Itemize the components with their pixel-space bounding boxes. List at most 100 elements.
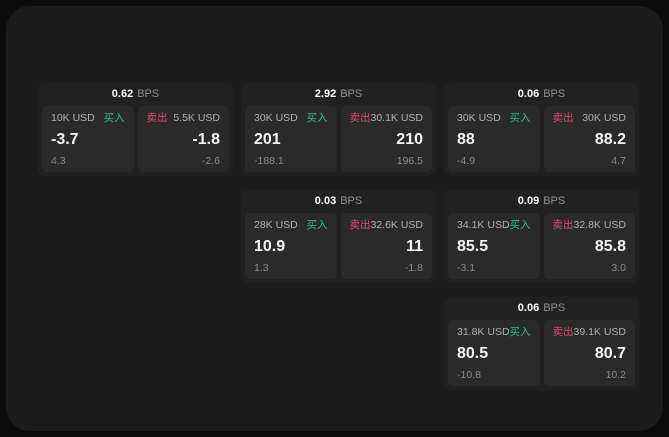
- sell-panel[interactable]: 卖出 32.8K USD 85.8 3.0: [543, 213, 635, 279]
- sell-amount: 32.8K USD: [573, 219, 627, 231]
- card-body: 28K USD 买入 10.9 1.3 卖出 32.6K USD 11 -1.8: [241, 213, 436, 283]
- card-header: 0.62 BPS: [38, 83, 233, 106]
- buy-amount: 34.1K USD: [457, 219, 510, 231]
- bps-unit-label: BPS: [543, 88, 566, 100]
- sell-panel-top: 卖出 39.1K USD: [553, 327, 627, 338]
- bps-unit-label: BPS: [543, 195, 566, 207]
- sell-price: 88.2: [594, 130, 626, 148]
- buy-price: 201: [254, 130, 281, 148]
- card-body: 30K USD 买入 88 -4.9 卖出 30K USD 88.2 4.7: [444, 106, 639, 176]
- card-body: 10K USD 买入 -3.7 4.3 卖出 5.5K USD -1.8 -2.…: [38, 106, 233, 176]
- buy-panel[interactable]: 34.1K USD 买入 85.5 -3.1: [448, 213, 540, 279]
- buy-panel-top: 28K USD 买入: [254, 220, 328, 231]
- sell-panel[interactable]: 卖出 30K USD 88.2 4.7: [543, 106, 635, 172]
- sell-panel-top: 卖出 5.5K USD: [147, 113, 221, 124]
- buy-side-label: 买入: [306, 112, 328, 124]
- sell-side-label: 卖出: [146, 112, 168, 124]
- buy-price: 88: [457, 130, 475, 148]
- sell-amount: 39.1K USD: [573, 326, 627, 338]
- buy-delta: -188.1: [254, 154, 284, 167]
- bps-unit-label: BPS: [543, 302, 566, 314]
- sell-price: 80.7: [594, 344, 626, 362]
- buy-side-label: 买入: [306, 219, 328, 231]
- buy-delta: 4.3: [51, 154, 66, 167]
- quote-card: 0.09 BPS 34.1K USD 买入 85.5 -3.1 卖出 32.8K…: [444, 190, 639, 283]
- buy-side-label: 买入: [103, 112, 125, 124]
- card-body: 34.1K USD 买入 85.5 -3.1 卖出 32.8K USD 85.8…: [444, 213, 639, 283]
- sell-side-label: 卖出: [552, 219, 574, 231]
- sell-delta: 10.2: [605, 368, 626, 381]
- buy-price: 80.5: [457, 344, 489, 362]
- buy-panel[interactable]: 30K USD 买入 88 -4.9: [448, 106, 540, 172]
- sell-panel[interactable]: 卖出 32.6K USD 11 -1.8: [340, 213, 432, 279]
- buy-delta: -4.9: [457, 154, 476, 167]
- bps-unit-label: BPS: [137, 88, 160, 100]
- sell-delta: -2.6: [201, 154, 220, 167]
- card-header: 0.09 BPS: [444, 190, 639, 213]
- buy-panel[interactable]: 31.8K USD 买入 80.5 -10.8: [448, 320, 540, 386]
- sell-delta: -1.8: [404, 261, 423, 274]
- buy-price: -3.7: [51, 130, 79, 148]
- quote-card: 0.62 BPS 10K USD 买入 -3.7 4.3 卖出 5.5K USD: [38, 83, 233, 176]
- buy-side-label: 买入: [509, 112, 531, 124]
- bps-value: 0.06: [517, 302, 540, 314]
- card-header: 0.06 BPS: [444, 297, 639, 320]
- buy-amount: 30K USD: [254, 112, 298, 124]
- buy-panel-top: 34.1K USD 买入: [457, 220, 531, 231]
- sell-panel-top: 卖出 32.8K USD: [553, 220, 627, 231]
- buy-amount: 28K USD: [254, 219, 298, 231]
- quote-card: 0.06 BPS 31.8K USD 买入 80.5 -10.8 卖出 39.1…: [444, 297, 639, 390]
- sell-delta: 3.0: [611, 261, 626, 274]
- sell-amount: 32.6K USD: [370, 219, 424, 231]
- buy-price: 85.5: [457, 237, 489, 255]
- card-header: 0.03 BPS: [241, 190, 436, 213]
- sell-panel-top: 卖出 32.6K USD: [350, 220, 424, 231]
- sell-panel[interactable]: 卖出 39.1K USD 80.7 10.2: [543, 320, 635, 386]
- buy-panel[interactable]: 10K USD 买入 -3.7 4.3: [42, 106, 134, 172]
- buy-panel-top: 31.8K USD 买入: [457, 327, 531, 338]
- bps-unit-label: BPS: [340, 88, 363, 100]
- bps-value: 2.92: [314, 88, 337, 100]
- sell-side-label: 卖出: [349, 219, 371, 231]
- buy-panel[interactable]: 30K USD 买入 201 -188.1: [245, 106, 337, 172]
- quote-card: 0.06 BPS 30K USD 买入 88 -4.9 卖出 30K USD: [444, 83, 639, 176]
- buy-price: 10.9: [254, 237, 286, 255]
- sell-amount: 30.1K USD: [370, 112, 424, 124]
- sell-panel-top: 卖出 30.1K USD: [350, 113, 424, 124]
- buy-panel-top: 10K USD 买入: [51, 113, 125, 124]
- quote-card: 2.92 BPS 30K USD 买入 201 -188.1 卖出 30.1K …: [241, 83, 436, 176]
- card-body: 31.8K USD 买入 80.5 -10.8 卖出 39.1K USD 80.…: [444, 320, 639, 390]
- buy-amount: 10K USD: [51, 112, 95, 124]
- buy-delta: -10.8: [457, 368, 481, 381]
- quote-card: 0.03 BPS 28K USD 买入 10.9 1.3 卖出 32.6K US…: [241, 190, 436, 283]
- sell-panel[interactable]: 卖出 30.1K USD 210 196.5: [340, 106, 432, 172]
- card-body: 30K USD 买入 201 -188.1 卖出 30.1K USD 210 1…: [241, 106, 436, 176]
- buy-panel-top: 30K USD 买入: [457, 113, 531, 124]
- sell-amount: 30K USD: [582, 112, 626, 124]
- buy-amount: 31.8K USD: [457, 326, 510, 338]
- sell-side-label: 卖出: [349, 112, 371, 124]
- sell-amount: 5.5K USD: [173, 112, 220, 124]
- card-header: 0.06 BPS: [444, 83, 639, 106]
- sell-panel-top: 卖出 30K USD: [553, 113, 627, 124]
- buy-delta: 1.3: [254, 261, 269, 274]
- bps-unit-label: BPS: [340, 195, 363, 207]
- buy-side-label: 买入: [509, 219, 531, 231]
- sell-panel[interactable]: 卖出 5.5K USD -1.8 -2.6: [137, 106, 229, 172]
- sell-side-label: 卖出: [552, 112, 574, 124]
- buy-side-label: 买入: [509, 326, 531, 338]
- sell-price: 85.8: [594, 237, 626, 255]
- bps-value: 0.62: [111, 88, 134, 100]
- card-header: 2.92 BPS: [241, 83, 436, 106]
- sell-side-label: 卖出: [552, 326, 574, 338]
- sell-price: 210: [396, 130, 423, 148]
- buy-panel-top: 30K USD 买入: [254, 113, 328, 124]
- dashboard-panel: 0.62 BPS 10K USD 买入 -3.7 4.3 卖出 5.5K USD: [6, 6, 663, 431]
- sell-price: -1.8: [192, 130, 220, 148]
- buy-amount: 30K USD: [457, 112, 501, 124]
- buy-panel[interactable]: 28K USD 买入 10.9 1.3: [245, 213, 337, 279]
- sell-price: 11: [406, 237, 423, 255]
- bps-value: 0.03: [314, 195, 337, 207]
- sell-delta: 4.7: [611, 154, 626, 167]
